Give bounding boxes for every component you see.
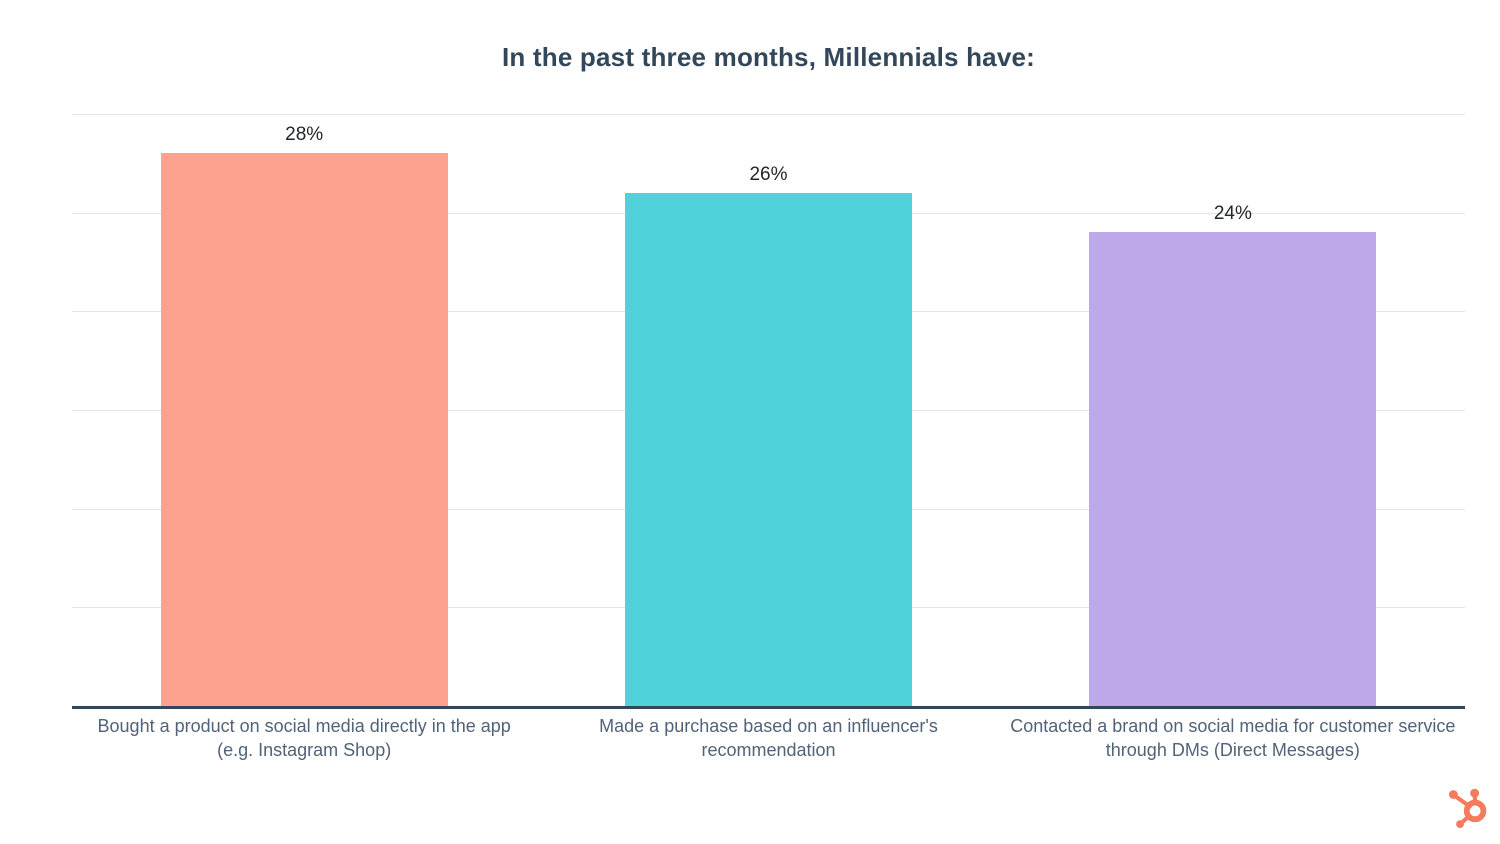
- bar-2: [625, 192, 912, 706]
- sprocket-shape: [1448, 788, 1487, 829]
- hubspot-logo-icon: [1448, 788, 1487, 829]
- x-axis-labels: Bought a product on social media directl…: [72, 714, 1465, 762]
- value-label-3: 24%: [1213, 203, 1252, 225]
- value-label-1: 28%: [285, 124, 324, 146]
- gridline: [72, 114, 1465, 115]
- chart-title: In the past three months, Millennials ha…: [501, 42, 1036, 72]
- x-axis-label-3: Contacted a brand on social media for cu…: [1010, 716, 1456, 760]
- bar-1: [160, 153, 448, 706]
- x-axis-label-2: Made a purchase based on an influencer's…: [599, 716, 938, 760]
- x-axis-label-1: Bought a product on social media directl…: [97, 716, 511, 760]
- x-axis-line: [72, 706, 1465, 709]
- bar-3: [1089, 232, 1377, 706]
- value-label-2: 26%: [749, 163, 788, 185]
- bar-chart-plot: 28% 26% 24%: [72, 114, 1465, 709]
